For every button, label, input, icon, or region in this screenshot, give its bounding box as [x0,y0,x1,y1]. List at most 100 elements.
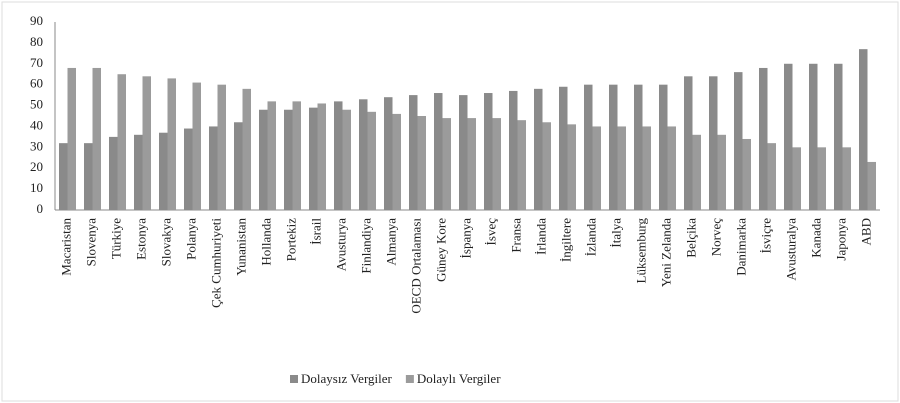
y-tick-label: 20 [30,159,43,174]
bar [617,126,626,210]
x-tick-label: ABD [858,218,873,245]
y-tick-label: 10 [30,180,43,195]
x-tick-label: Lüksemburg [633,218,648,284]
bar [809,63,818,211]
bar [459,95,468,210]
bar [734,72,743,210]
x-tick-label: Finlandiya [358,218,373,274]
y-tick-label: 50 [30,97,43,112]
bar [784,63,793,211]
bar [517,120,526,210]
bar [509,90,518,210]
bar [592,126,601,210]
x-tick-label: Almanya [383,218,398,266]
bar [67,67,76,210]
bar [117,74,126,210]
y-tick-label: 70 [30,55,43,70]
y-tick-label: 80 [30,34,43,49]
x-tick-label: Güney Kore [433,218,448,282]
legend-swatch [405,375,414,383]
bar [92,67,101,210]
bar [209,126,218,210]
bar [184,128,193,210]
bar [192,82,201,210]
bar [242,88,251,210]
bar [267,101,276,210]
bar [467,118,476,210]
bar [84,143,93,210]
bar [284,109,293,210]
x-tick-label: İsveç [483,218,498,246]
bar [142,76,151,210]
bar [359,99,368,210]
y-tick-label: 0 [37,201,44,216]
bar [417,116,426,210]
bar [109,136,118,210]
bar [317,103,326,210]
legend-label: Dolaysız Vergiler [301,371,393,386]
x-tick-label: Japonya [833,218,848,261]
bar [684,76,693,210]
x-tick-label: Yeni Zelanda [658,218,673,287]
x-tick-label: Portekiz [283,218,298,262]
bar [217,84,226,210]
bar [842,147,851,210]
x-tick-label: Estonya [133,218,148,260]
bar [542,122,551,210]
bar [59,143,68,210]
x-tick-label: İngiltere [558,218,573,262]
bar [434,93,443,210]
bar [634,84,643,210]
x-tick-label: Türkiye [108,218,123,259]
bar [492,118,501,210]
bar [384,97,393,210]
bar [392,113,401,210]
bar [159,132,168,210]
bar [309,107,318,210]
bar [409,95,418,210]
legend-label: Dolaylı Vergiler [417,371,501,386]
x-tick-label: Yunanistan [233,218,248,276]
bar [859,49,868,211]
bar [642,126,651,210]
x-tick-label: Slovakya [158,218,173,267]
x-tick-label: Çek Cumhuriyeti [208,218,223,308]
bar [484,93,493,210]
x-tick-label: İsviçre [758,218,773,254]
x-tick-label: Hollanda [258,218,273,266]
y-tick-label: 90 [30,13,43,28]
bar [134,134,143,210]
x-tick-label: Norveç [708,218,723,256]
bar [717,134,726,210]
legend-swatch [290,375,298,383]
y-tick-label: 60 [30,76,43,91]
bar [559,86,568,210]
bar [342,109,351,210]
x-tick-label: İrlanda [533,218,548,255]
bar [584,84,593,210]
x-tick-label: Avusturya [333,218,348,271]
bar [867,161,876,210]
bar [792,147,801,210]
bar [759,67,768,210]
y-tick-label: 40 [30,117,43,132]
bar [709,76,718,210]
x-tick-label: Polanya [183,218,198,260]
bar [292,101,301,210]
x-tick-label: İspanya [458,218,473,259]
bar [567,124,576,210]
x-tick-label: Belçika [683,218,698,258]
bar [609,84,618,210]
bar [234,122,243,210]
x-tick-label: İtalya [608,218,623,248]
x-tick-label: Macaristan [58,218,73,276]
bar [667,126,676,210]
x-tick-label: Kanada [808,218,823,258]
x-tick-label: İsrail [308,218,323,245]
x-tick-label: Danimarka [733,218,748,276]
bar [742,138,751,210]
bar [334,101,343,210]
bar [534,88,543,210]
